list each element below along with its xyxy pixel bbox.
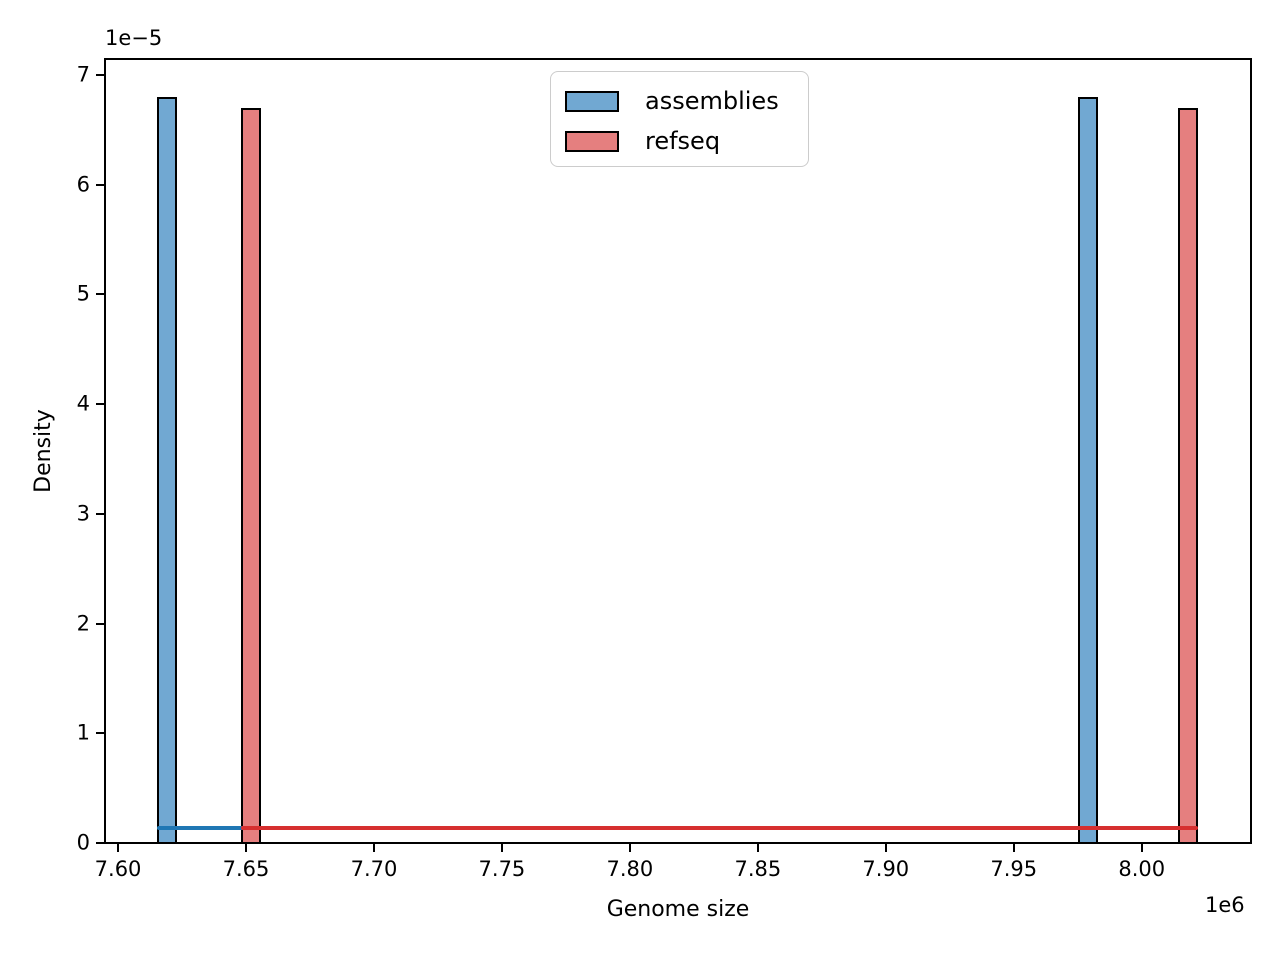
x-tick-label: 8.00 <box>1118 857 1166 881</box>
y-tick-mark <box>96 622 104 625</box>
bar-assemblies <box>156 96 177 844</box>
y-tick-mark <box>96 512 104 515</box>
y-tick-mark <box>96 293 104 296</box>
x-tick-label: 7.65 <box>222 857 270 881</box>
y-axis-label: Density <box>31 409 56 493</box>
x-tick-mark <box>500 844 503 852</box>
x-tick-label: 7.75 <box>478 857 526 881</box>
x-tick-mark <box>884 844 887 852</box>
y-tick-mark <box>96 842 104 844</box>
x-tick-label: 7.95 <box>990 857 1038 881</box>
legend-label-assemblies: assemblies <box>645 87 779 115</box>
x-tick-mark <box>756 844 759 852</box>
x-tick-mark <box>372 844 375 852</box>
x-tick-mark <box>117 844 120 852</box>
bar-refseq <box>241 107 262 844</box>
legend-item-refseq: refseq <box>565 126 792 156</box>
y-axis-offset-text: 1e−5 <box>105 26 163 50</box>
legend-swatch-refseq <box>565 130 619 152</box>
y-tick-label: 6 <box>76 172 90 197</box>
x-tick-label: 7.90 <box>862 857 910 881</box>
y-tick-label: 3 <box>76 501 90 526</box>
bar-refseq <box>1177 107 1198 844</box>
legend-item-assemblies: assemblies <box>565 86 792 116</box>
y-tick-label: 0 <box>76 830 90 855</box>
y-tick-label: 1 <box>76 720 90 745</box>
y-tick-label: 4 <box>76 391 90 416</box>
plot-area <box>104 58 1252 844</box>
y-tick-mark <box>96 403 104 406</box>
x-axis-label: Genome size <box>606 897 750 922</box>
x-tick-mark <box>628 844 631 852</box>
x-tick-label: 7.85 <box>734 857 782 881</box>
legend-swatch-assemblies <box>565 90 619 112</box>
y-tick-label: 5 <box>76 281 90 306</box>
y-tick-mark <box>96 183 104 186</box>
x-tick-label: 7.80 <box>606 857 654 881</box>
x-tick-mark <box>1012 844 1015 852</box>
x-tick-mark <box>1140 844 1143 852</box>
x-tick-label: 7.70 <box>350 857 398 881</box>
x-tick-mark <box>245 844 247 852</box>
bar-assemblies <box>1077 96 1098 844</box>
y-tick-mark <box>96 732 104 735</box>
legend: assemblies refseq <box>550 71 809 167</box>
legend-label-refseq: refseq <box>645 127 721 155</box>
y-tick-label: 7 <box>76 62 90 87</box>
x-axis-offset-text: 1e6 <box>1205 893 1245 917</box>
x-tick-label: 7.60 <box>94 857 142 881</box>
y-tick-mark <box>96 74 104 77</box>
y-tick-label: 2 <box>76 611 90 636</box>
kde-line-refseq <box>241 825 1198 830</box>
